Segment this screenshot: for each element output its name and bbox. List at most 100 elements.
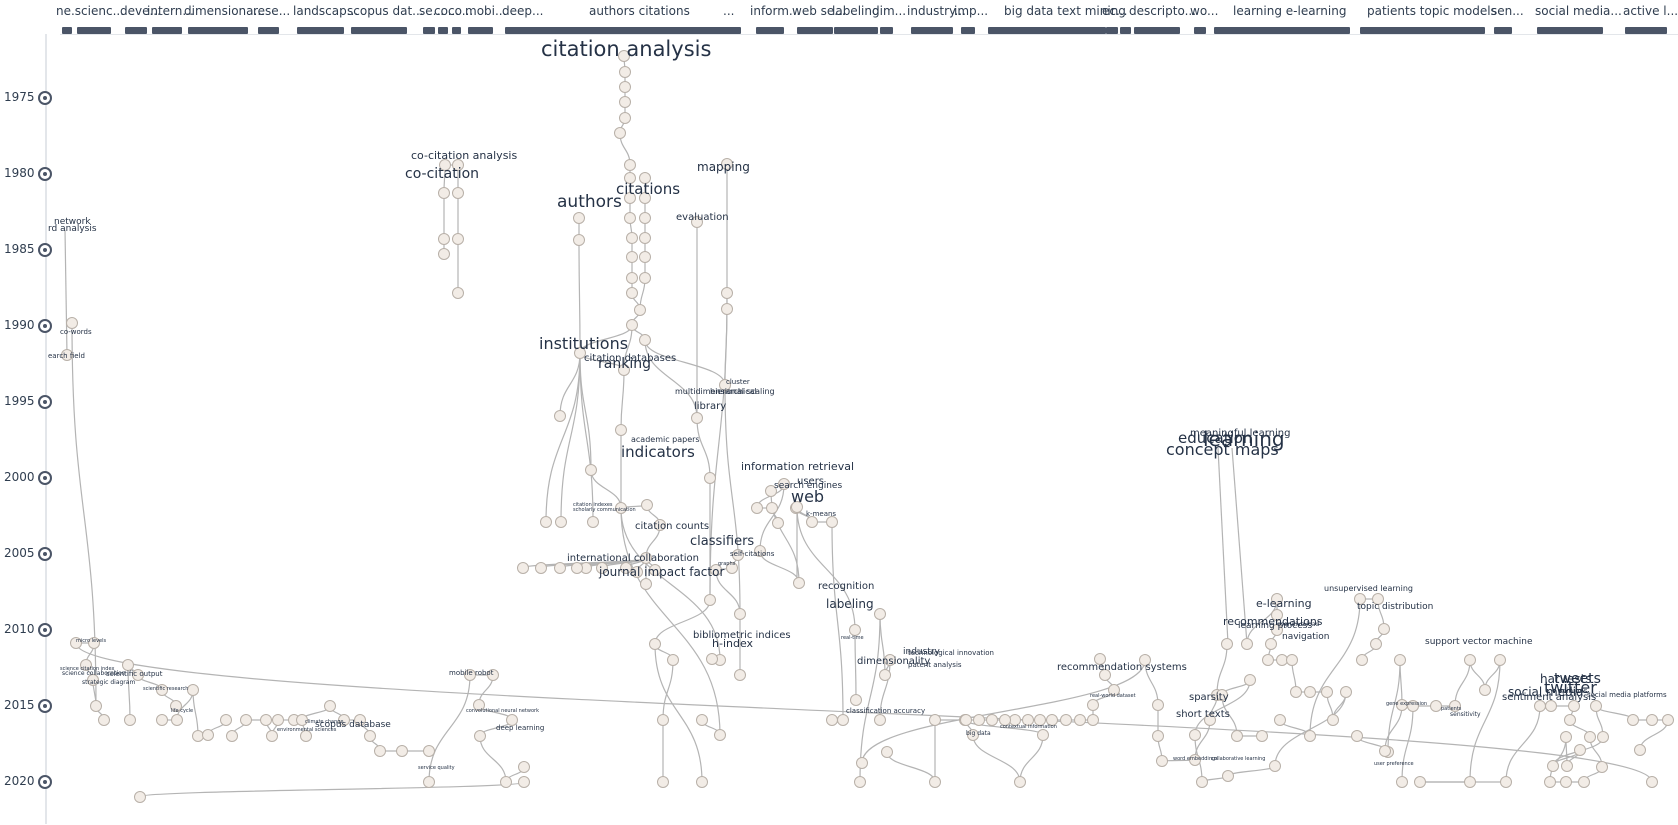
- term-node[interactable]: [1074, 714, 1086, 726]
- topic-label[interactable]: learning e-learning: [1233, 4, 1347, 18]
- term-node[interactable]: [452, 187, 464, 199]
- term-node[interactable]: [506, 714, 518, 726]
- term-node[interactable]: [396, 745, 408, 757]
- topic-label[interactable]: se...: [419, 4, 445, 18]
- topic-label[interactable]: landscap...: [293, 4, 359, 18]
- term-node[interactable]: [596, 562, 608, 574]
- term-node[interactable]: [452, 287, 464, 299]
- term-node[interactable]: [1022, 714, 1034, 726]
- term-node[interactable]: [438, 187, 450, 199]
- term-node[interactable]: [1014, 776, 1026, 788]
- term-node[interactable]: [1037, 729, 1049, 741]
- term-node[interactable]: [540, 516, 552, 528]
- term-node[interactable]: [1479, 684, 1491, 696]
- term-node[interactable]: [1244, 674, 1256, 686]
- year-marker[interactable]: [38, 775, 52, 789]
- term-node[interactable]: [1396, 776, 1408, 788]
- term-node[interactable]: [124, 714, 136, 726]
- topic-label[interactable]: rese...: [253, 4, 291, 18]
- term-node[interactable]: [170, 700, 182, 712]
- topic-label[interactable]: deep...: [502, 4, 544, 18]
- topic-label[interactable]: dimensiona...: [184, 4, 265, 18]
- year-marker[interactable]: [38, 243, 52, 257]
- term-node[interactable]: [1274, 714, 1286, 726]
- term-node[interactable]: [500, 776, 512, 788]
- term-node[interactable]: [929, 776, 941, 788]
- term-node[interactable]: [649, 638, 661, 650]
- term-node[interactable]: [960, 714, 972, 726]
- topic-bar[interactable]: [520, 27, 732, 34]
- topic-bar[interactable]: [351, 27, 407, 34]
- term-node[interactable]: [473, 699, 485, 711]
- topic-bar[interactable]: [423, 27, 435, 34]
- term-node[interactable]: [639, 334, 651, 346]
- term-node[interactable]: [620, 562, 632, 574]
- term-node[interactable]: [1379, 745, 1391, 757]
- term-node[interactable]: [624, 159, 636, 171]
- term-node[interactable]: [657, 776, 669, 788]
- topic-bar[interactable]: [258, 27, 279, 34]
- term-node[interactable]: [618, 364, 630, 376]
- term-node[interactable]: [1560, 776, 1572, 788]
- term-node[interactable]: [423, 745, 435, 757]
- topic-label[interactable]: dim...: [872, 4, 907, 18]
- term-node[interactable]: [854, 776, 866, 788]
- term-node[interactable]: [691, 216, 703, 228]
- term-node[interactable]: [1221, 638, 1233, 650]
- term-node[interactable]: [641, 499, 653, 511]
- term-node[interactable]: [856, 757, 868, 769]
- term-node[interactable]: [1152, 699, 1164, 711]
- term-node[interactable]: [272, 714, 284, 726]
- term-node[interactable]: [884, 654, 896, 666]
- term-node[interactable]: [626, 232, 638, 244]
- term-node[interactable]: [87, 674, 99, 686]
- term-node[interactable]: [1216, 689, 1228, 701]
- term-node[interactable]: [474, 730, 486, 742]
- term-node[interactable]: [226, 730, 238, 742]
- year-marker[interactable]: [38, 91, 52, 105]
- term-node[interactable]: [464, 669, 476, 681]
- term-node[interactable]: [1321, 686, 1333, 698]
- term-node[interactable]: [754, 545, 766, 557]
- term-node[interactable]: [640, 552, 652, 564]
- term-node[interactable]: [1597, 731, 1609, 743]
- term-node[interactable]: [619, 96, 631, 108]
- topic-bar[interactable]: [988, 27, 1106, 34]
- term-node[interactable]: [354, 714, 366, 726]
- term-node[interactable]: [967, 729, 979, 741]
- term-node[interactable]: [1327, 714, 1339, 726]
- term-node[interactable]: [1189, 729, 1201, 741]
- topic-bar[interactable]: [438, 27, 448, 34]
- term-node[interactable]: [1574, 744, 1586, 756]
- term-node[interactable]: [1464, 654, 1476, 666]
- term-node[interactable]: [1189, 754, 1201, 766]
- term-node[interactable]: [734, 608, 746, 620]
- topic-bar[interactable]: [961, 27, 975, 34]
- term-node[interactable]: [134, 791, 146, 803]
- term-node[interactable]: [1304, 686, 1316, 698]
- term-node[interactable]: [1634, 744, 1646, 756]
- term-node[interactable]: [1060, 714, 1072, 726]
- term-node[interactable]: [1304, 730, 1316, 742]
- term-node[interactable]: [1241, 638, 1253, 650]
- term-node[interactable]: [734, 669, 746, 681]
- term-node[interactable]: [122, 659, 134, 671]
- term-node[interactable]: [1152, 730, 1164, 742]
- term-node[interactable]: [1269, 760, 1281, 772]
- topic-bar[interactable]: [452, 27, 461, 34]
- term-node[interactable]: [171, 714, 183, 726]
- term-node[interactable]: [1394, 654, 1406, 666]
- topic-bar[interactable]: [152, 27, 182, 34]
- term-node[interactable]: [1578, 776, 1590, 788]
- topic-bar[interactable]: [505, 27, 523, 34]
- term-node[interactable]: [587, 516, 599, 528]
- term-node[interactable]: [1204, 714, 1216, 726]
- term-node[interactable]: [721, 158, 733, 170]
- topic-bar[interactable]: [1194, 27, 1206, 34]
- topic-label[interactable]: sen...: [1491, 4, 1524, 18]
- topic-label[interactable]: ec...: [1102, 4, 1128, 18]
- term-node[interactable]: [837, 714, 849, 726]
- term-node[interactable]: [639, 172, 651, 184]
- topic-bar[interactable]: [1537, 27, 1603, 34]
